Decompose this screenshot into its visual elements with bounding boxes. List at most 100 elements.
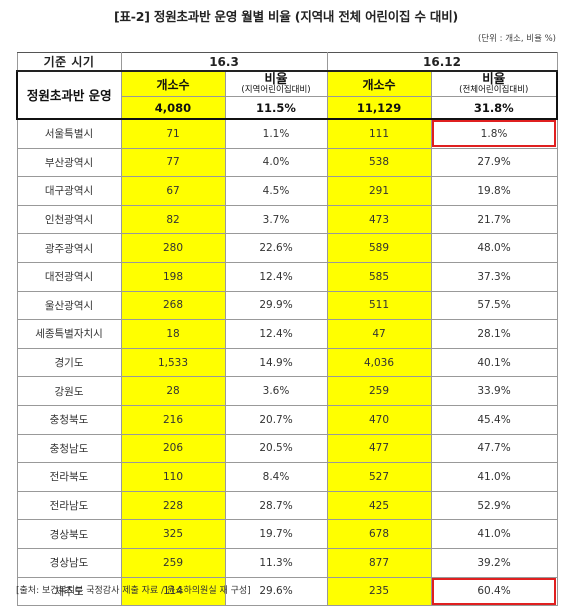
total-count2: 11,129: [326, 96, 432, 120]
region-cell: 인천광역시: [16, 204, 122, 235]
table-row: 전라남도 228 28.7% 425 52.9%: [16, 490, 558, 521]
region-cell: 대구광역시: [16, 176, 122, 206]
rate2-cell: 57.5%: [430, 290, 558, 321]
count1-cell: 82: [120, 204, 226, 235]
count2-cell: 589: [326, 233, 432, 263]
count1-cell: 268: [120, 290, 226, 321]
count2-cell: 877: [326, 547, 432, 578]
rate2-cell: 27.9%: [430, 147, 558, 178]
region-cell: 강원도: [16, 376, 122, 406]
count2-cell: 235: [326, 576, 432, 606]
table-row: 경상남도 259 11.3% 877 39.2%: [16, 547, 558, 578]
region-cell: 충청남도: [16, 433, 122, 464]
base-period-label: 기준 시기: [16, 52, 122, 72]
region-cell: 대전광역시: [16, 261, 122, 292]
rate2-cell: 41.0%: [430, 519, 558, 549]
table-row: 강원도 28 3.6% 259 33.9%: [16, 376, 558, 406]
overcapacity-table: 기준 시기 16.3 16.12 정원초과반 운영 개소수 비율 (지역어린이집…: [16, 52, 559, 606]
table-row: 부산광역시 77 4.0% 538 27.9%: [16, 147, 558, 178]
rate2-cell: 39.2%: [430, 547, 558, 578]
count2-cell: 477: [326, 433, 432, 464]
rate2-cell: 1.8%: [430, 118, 558, 149]
table-row: 대전광역시 198 12.4% 585 37.3%: [16, 261, 558, 292]
rate1-cell: 12.4%: [224, 319, 328, 349]
column-header-row: 정원초과반 운영 개소수 비율 (지역어린이집대비) 개소수 비율 (전체어린이…: [16, 70, 559, 120]
count2-cell: 678: [326, 519, 432, 549]
count1-cell: 325: [120, 519, 226, 549]
rate1-header: 비율 (지역어린이집대비): [224, 70, 328, 97]
rate2-header: 비율 (전체어린이집대비): [430, 70, 559, 97]
rate1-cell: 20.7%: [224, 404, 328, 435]
count1-header: 개소수: [120, 70, 226, 97]
rate2-cell: 28.1%: [430, 319, 558, 349]
table-row: 충청남도 206 20.5% 477 47.7%: [16, 433, 558, 464]
table-row: 광주광역시 280 22.6% 589 48.0%: [16, 233, 558, 263]
rate1-cell: 8.4%: [224, 462, 328, 492]
region-cell: 전라남도: [16, 490, 122, 521]
region-cell: 경상남도: [16, 547, 122, 578]
count1-cell: 1,533: [120, 347, 226, 378]
count1-cell: 259: [120, 547, 226, 578]
count1-cell: 216: [120, 404, 226, 435]
total-rate1: 11.5%: [224, 96, 328, 120]
region-cell: 충청북도: [16, 404, 122, 435]
count1-cell: 18: [120, 319, 226, 349]
count1-cell: 77: [120, 147, 226, 178]
count1-cell: 28: [120, 376, 226, 406]
count2-cell: 470: [326, 404, 432, 435]
period2-label: 16.12: [326, 52, 558, 72]
region-cell: 부산광역시: [16, 147, 122, 178]
rate1-cell: 4.5%: [224, 176, 328, 206]
count2-cell: 111: [326, 118, 432, 149]
period-header-row: 기준 시기 16.3 16.12: [16, 52, 558, 72]
rate1-cell: 29.9%: [224, 290, 328, 321]
rate2-cell: 19.8%: [430, 176, 558, 206]
region-cell: 경기도: [16, 347, 122, 378]
rate2-cell: 33.9%: [430, 376, 558, 406]
rate2-cell: 47.7%: [430, 433, 558, 464]
table-row: 충청북도 216 20.7% 470 45.4%: [16, 404, 558, 435]
rate2-cell: 48.0%: [430, 233, 558, 263]
count2-cell: 585: [326, 261, 432, 292]
count2-cell: 527: [326, 462, 432, 492]
count1-cell: 198: [120, 261, 226, 292]
rate1-cell: 4.0%: [224, 147, 328, 178]
count1-cell: 71: [120, 118, 226, 149]
count1-cell: 228: [120, 490, 226, 521]
count2-cell: 473: [326, 204, 432, 235]
rate2-cell: 60.4%: [430, 576, 558, 606]
table-row: 세종특별자치시 18 12.4% 47 28.1%: [16, 319, 558, 349]
count2-cell: 511: [326, 290, 432, 321]
table-row: 경기도 1,533 14.9% 4,036 40.1%: [16, 347, 558, 378]
total-row: 4,080 11.5% 11,129 31.8%: [17, 96, 559, 120]
table-row: 경상북도 325 19.7% 678 41.0%: [16, 519, 558, 549]
region-cell: 광주광역시: [16, 233, 122, 263]
rate1-cell: 28.7%: [224, 490, 328, 521]
rate2-cell: 40.1%: [430, 347, 558, 378]
rate1-cell: 11.3%: [224, 547, 328, 578]
count1-cell: 280: [120, 233, 226, 263]
rate1-cell: 20.5%: [224, 433, 328, 464]
count1-cell: 206: [120, 433, 226, 464]
rate2-cell: 21.7%: [430, 204, 558, 235]
count2-cell: 47: [326, 319, 432, 349]
rate2-cell: 52.9%: [430, 490, 558, 521]
count2-cell: 259: [326, 376, 432, 406]
rate1-cell: 1.1%: [224, 118, 328, 149]
period1-label: 16.3: [120, 52, 328, 72]
count2-cell: 4,036: [326, 347, 432, 378]
table-title: [표-2] 정원초과반 운영 월별 비율 (지역내 전체 어린이집 수 대비): [113, 9, 459, 24]
unit-note: (단위 : 개소, 비율 %): [477, 34, 556, 44]
region-cell: 경상북도: [16, 519, 122, 549]
rate1-cell: 19.7%: [224, 519, 328, 549]
rate1-label: 비율: [264, 71, 288, 86]
table-row: 서울특별시 71 1.1% 111 1.8%: [16, 118, 558, 149]
total-rate2: 31.8%: [430, 96, 559, 120]
rate1-cell: 12.4%: [224, 261, 328, 292]
rate1-cell: 14.9%: [224, 347, 328, 378]
row-label-header: 정원초과반 운영: [16, 70, 122, 120]
region-cell: 전라북도: [16, 462, 122, 492]
rate1-sub-label: (지역어린이집대비): [241, 85, 311, 95]
table-row: 대구광역시 67 4.5% 291 19.8%: [16, 176, 558, 206]
rate1-cell: 3.7%: [224, 204, 328, 235]
